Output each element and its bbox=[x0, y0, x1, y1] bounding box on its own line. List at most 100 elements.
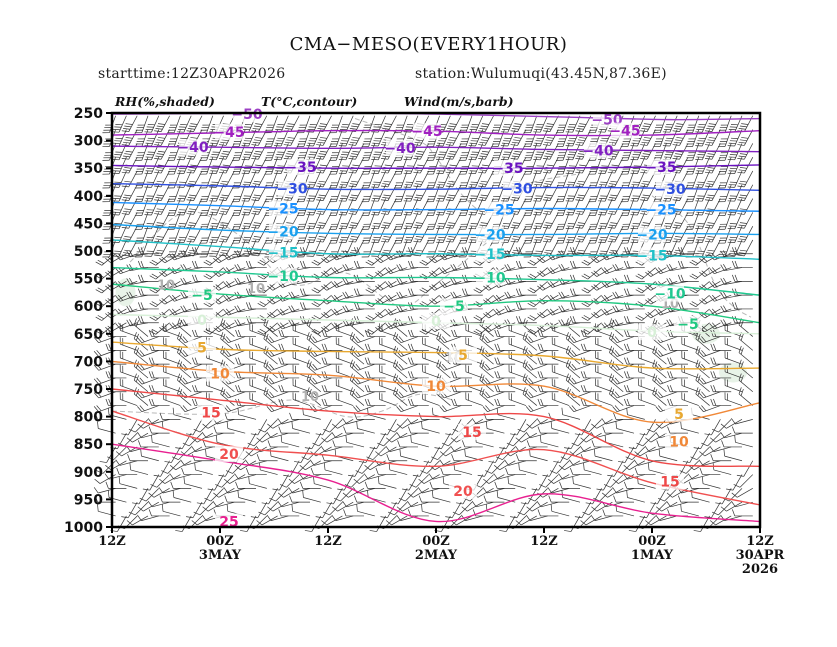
temperature-contour-label: 20 bbox=[453, 484, 473, 500]
wind-barb bbox=[515, 260, 537, 268]
wind-barb bbox=[523, 143, 538, 161]
wind-barb bbox=[232, 226, 246, 244]
wind-barb bbox=[364, 329, 386, 337]
wind-barb bbox=[316, 212, 332, 229]
wind-barb bbox=[375, 467, 397, 475]
wind-barb bbox=[737, 198, 754, 215]
temperature-contour-5 bbox=[111, 341, 761, 370]
wind-barb bbox=[237, 490, 257, 503]
wind-barb bbox=[623, 274, 645, 282]
temperature-contour-label: −40 bbox=[177, 140, 208, 156]
wind-barb bbox=[323, 462, 343, 475]
wind-barb bbox=[612, 405, 635, 413]
y-tick-label: 300 bbox=[74, 134, 103, 150]
temperature-contour-label: −20 bbox=[267, 225, 298, 241]
wind-barb bbox=[299, 260, 321, 268]
wind-barb bbox=[407, 418, 429, 425]
wind-barb bbox=[533, 198, 548, 216]
wind-barb bbox=[647, 462, 667, 475]
wind-barb bbox=[396, 350, 419, 357]
wind-barb bbox=[348, 115, 365, 133]
wind-barb bbox=[537, 398, 559, 406]
wind-barb bbox=[445, 170, 462, 188]
wind-barb bbox=[598, 198, 613, 216]
wind-barb bbox=[451, 398, 472, 406]
wind-barb bbox=[396, 405, 419, 413]
wind-barb bbox=[630, 212, 646, 230]
wind-barb bbox=[267, 501, 289, 512]
wind-barb bbox=[531, 474, 548, 491]
wind-barb bbox=[580, 329, 602, 337]
wind-barb bbox=[371, 115, 386, 133]
wind-barb bbox=[235, 357, 256, 365]
wind-barb bbox=[593, 449, 613, 462]
x-tick-label: 2026 bbox=[742, 562, 778, 577]
wind-barb bbox=[698, 391, 721, 399]
wind-barb bbox=[280, 435, 300, 448]
wind-barb bbox=[445, 501, 462, 519]
wind-barb bbox=[169, 253, 192, 261]
wind-barb bbox=[371, 129, 386, 147]
wind-barb bbox=[235, 481, 256, 489]
wind-barb bbox=[283, 460, 300, 477]
wind-barb bbox=[119, 392, 138, 406]
wind-barb bbox=[522, 318, 538, 337]
wind-barb bbox=[734, 435, 753, 448]
wind-barb bbox=[309, 377, 332, 385]
wind-barb bbox=[306, 115, 322, 133]
wind-barb bbox=[572, 476, 591, 489]
wind-barb bbox=[445, 198, 462, 215]
wind-barb bbox=[704, 184, 721, 202]
wind-barb bbox=[137, 316, 159, 324]
wind-barb bbox=[353, 391, 375, 399]
wind-barb bbox=[137, 260, 159, 268]
wind-barb bbox=[407, 329, 429, 337]
wind-barb bbox=[338, 184, 354, 202]
wind-barb bbox=[525, 363, 548, 371]
wind-barb bbox=[565, 332, 581, 351]
y-tick-label: 1000 bbox=[64, 520, 103, 536]
wind-barb bbox=[304, 515, 322, 532]
wind-barb bbox=[607, 460, 624, 477]
wind-barb bbox=[564, 432, 581, 450]
wind-barb bbox=[266, 391, 289, 399]
wind-barb bbox=[647, 419, 667, 433]
wind-barb bbox=[365, 253, 386, 266]
wind-barb bbox=[266, 514, 289, 521]
wind-barb bbox=[479, 359, 494, 379]
wind-barb bbox=[595, 364, 613, 379]
wind-barb bbox=[710, 385, 732, 393]
wind-barb bbox=[134, 226, 149, 244]
contour-label-bg bbox=[449, 346, 477, 363]
wind-barb bbox=[581, 308, 602, 321]
wind-barb bbox=[720, 501, 743, 512]
wind-barb bbox=[364, 398, 386, 406]
temperature-contour-20 bbox=[111, 410, 761, 506]
wind-barb bbox=[609, 387, 624, 406]
wind-barb bbox=[316, 115, 332, 133]
wind-barb bbox=[579, 445, 602, 452]
wind-barb bbox=[494, 343, 516, 351]
wind-barb bbox=[353, 316, 375, 324]
wind-barb bbox=[715, 488, 732, 505]
wind-barb bbox=[316, 198, 332, 215]
wind-barb bbox=[180, 377, 203, 385]
wind-barb bbox=[95, 281, 116, 294]
wind-barb bbox=[396, 391, 419, 399]
wind-barb bbox=[355, 460, 376, 474]
wind-barb bbox=[338, 212, 354, 230]
rh-contour-label: 10 bbox=[157, 278, 175, 293]
wind-barb bbox=[422, 364, 440, 379]
wind-barb bbox=[191, 398, 213, 406]
contour-label-bg bbox=[674, 315, 702, 332]
wind-barb bbox=[311, 253, 332, 266]
chart-title: CMA−MESO(EVERY1HOUR) bbox=[289, 34, 568, 55]
wind-barb bbox=[334, 449, 354, 462]
wind-barb bbox=[479, 332, 494, 351]
wind-barb bbox=[510, 212, 527, 229]
wind-barb bbox=[695, 143, 710, 161]
contour-label-bg bbox=[656, 285, 684, 302]
wind-barb bbox=[288, 474, 311, 484]
wind-barb bbox=[245, 260, 267, 268]
temperature-contour-label: −30 bbox=[654, 182, 685, 198]
